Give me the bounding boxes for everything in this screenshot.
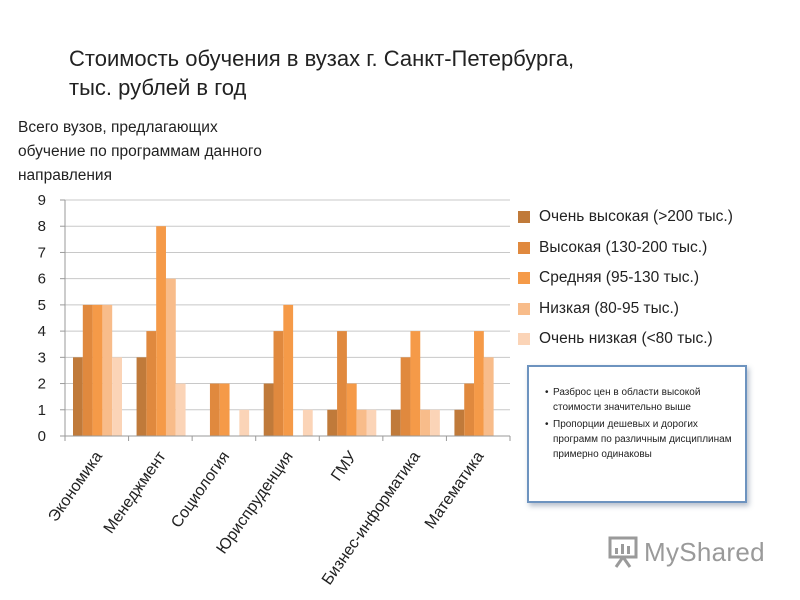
x-category-label: Социология	[168, 449, 233, 532]
legend-label: Очень высокая (>200 тыс.)	[539, 208, 733, 226]
legend-item: Низкая (80-95 тыс.)	[518, 294, 733, 325]
bullet-icon: •	[545, 419, 549, 430]
legend-item: Очень высокая (>200 тыс.)	[518, 202, 733, 233]
x-category-label: Математика	[422, 448, 488, 532]
bar	[102, 304, 113, 436]
bar	[156, 226, 166, 436]
watermark-text: MyShared	[644, 536, 765, 567]
note-item: • Разброс цен в области высокой стоимост…	[545, 385, 735, 415]
x-category-label: Экономика	[45, 448, 106, 525]
legend-swatch	[518, 333, 530, 346]
y-tick-label: 8	[38, 218, 46, 235]
bar	[356, 409, 367, 436]
bar	[209, 383, 220, 436]
y-axis-label-line-2: обучение по программам данного	[18, 143, 262, 160]
bar	[454, 409, 465, 436]
bar	[283, 304, 294, 436]
y-tick-label: 7	[38, 244, 46, 261]
bar	[346, 383, 357, 436]
bar	[327, 409, 338, 436]
note-text: Разброс цен в области высокой стоимости …	[553, 387, 701, 413]
y-tick-label: 9	[38, 192, 46, 209]
x-category-label: ГМУ	[328, 448, 361, 484]
y-axis-label-line-1: Всего вузов, предлагающих	[18, 119, 218, 136]
legend-swatch	[518, 302, 530, 315]
y-tick-label: 6	[38, 271, 46, 288]
bar	[136, 357, 147, 436]
bar	[483, 357, 494, 436]
x-category-label: Менеджмент	[101, 448, 170, 537]
legend-label: Средняя (95-130 тыс.)	[539, 269, 699, 287]
bar	[273, 331, 284, 436]
y-tick-label: 3	[38, 349, 46, 366]
bar	[464, 383, 475, 436]
legend-swatch	[518, 211, 530, 224]
legend: Очень высокая (>200 тыс.) Высокая (130-20…	[518, 202, 733, 355]
legend-label: Низкая (80-95 тыс.)	[539, 299, 679, 317]
y-axis-label-line-3: направления	[18, 167, 112, 184]
legend-label: Высокая (130-200 тыс.)	[539, 238, 708, 256]
axes	[60, 199, 511, 441]
bar	[337, 331, 347, 436]
bar	[112, 357, 122, 436]
bar	[400, 357, 411, 436]
legend-item: Средняя (95-130 тыс.)	[518, 263, 733, 294]
watermark: MyShared	[606, 536, 765, 568]
bar	[302, 409, 313, 436]
bar	[82, 304, 93, 436]
y-tick-label: 5	[38, 297, 46, 314]
y-axis-label: Всего вузов, предлагающих обучение по пр…	[18, 116, 338, 188]
note-box: • Разброс цен в области высокой стоимост…	[527, 365, 747, 503]
bar	[366, 409, 377, 436]
y-tick-labels: 0 1 2 3 4 5 6 7 8 9	[38, 192, 46, 445]
bar	[430, 409, 440, 436]
note-text: Пропорции дешевых и дорогих программ по …	[553, 419, 732, 460]
bar	[263, 383, 274, 436]
bar	[165, 278, 176, 436]
legend-item: Очень низкая (<80 тыс.)	[518, 324, 733, 355]
bar	[410, 331, 421, 436]
chart-title-line-1: Стоимость обучения в вузах г. Санкт-Пете…	[69, 46, 575, 71]
legend-label: Очень низкая (<80 тыс.)	[539, 330, 713, 348]
x-category-labels: ЭкономикаМенеджментСоциологияЮриспруденц…	[45, 448, 487, 588]
bar	[239, 409, 250, 436]
bar	[146, 331, 157, 436]
note-item: • Пропорции дешевых и дорогих программ п…	[545, 417, 735, 462]
bullet-icon: •	[545, 387, 549, 398]
legend-swatch	[518, 272, 530, 285]
bar	[92, 304, 103, 436]
y-tick-label: 0	[38, 428, 46, 445]
bar	[390, 409, 401, 436]
chart-title: Стоимость обучения в вузах г. Санкт-Пете…	[69, 44, 709, 102]
legend-item: Высокая (130-200 тыс.)	[518, 233, 733, 264]
bar	[175, 383, 186, 436]
legend-swatch	[518, 241, 530, 254]
bar	[73, 357, 83, 436]
bar	[420, 409, 431, 436]
presentation-board-icon	[608, 536, 638, 568]
bar	[219, 383, 230, 436]
y-tick-label: 4	[38, 323, 46, 340]
y-tick-label: 1	[38, 402, 46, 419]
y-tick-label: 2	[38, 376, 46, 393]
bar	[474, 331, 484, 436]
chart-title-line-2: тыс. рублей в год	[69, 75, 247, 100]
bars	[73, 226, 494, 436]
